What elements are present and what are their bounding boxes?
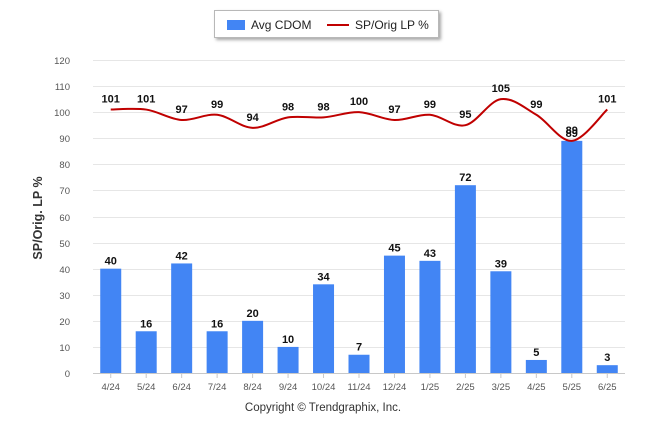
bar	[100, 268, 122, 373]
line-value-label: 98	[317, 101, 329, 113]
y-axis-ticks: 0 10 20 30 40 50 60 70 80 90 100 110 120	[54, 56, 70, 380]
bar	[313, 284, 335, 373]
line-value-label: 101	[137, 94, 155, 106]
bar	[561, 140, 583, 373]
bar	[490, 271, 512, 373]
bar-value-label: 39	[495, 258, 507, 270]
x-tick-label: 11/24	[347, 382, 370, 393]
copyright-text: Copyright © Trendgraphix, Inc.	[244, 402, 402, 414]
y-tick-label: 20	[59, 317, 70, 328]
line-value-label: 95	[459, 109, 471, 121]
y-tick-label: 100	[54, 108, 70, 119]
x-tick-label: 1/25	[421, 382, 440, 393]
legend-item-line[interactable]: SP/Orig LP %	[327, 18, 429, 32]
bar-value-label: 3	[604, 352, 610, 364]
bar-value-label: 43	[424, 248, 436, 260]
x-tick-label: 6/25	[598, 382, 617, 393]
y-tick-label: 30	[59, 291, 70, 302]
x-tick-label: 10/24	[312, 382, 336, 393]
legend: Avg CDOM SP/Orig LP %	[214, 10, 439, 38]
line-value-label: 101	[598, 94, 616, 106]
x-tick-label: 5/24	[137, 382, 156, 393]
y-tick-label: 90	[59, 134, 70, 145]
line-value-label: 99	[424, 99, 436, 111]
line-value-label: 98	[282, 101, 294, 113]
bar	[383, 255, 405, 373]
x-tick-label: 9/24	[279, 382, 298, 393]
x-tick-label: 12/24	[383, 382, 407, 393]
bar	[171, 263, 193, 373]
bar-value-label: 7	[356, 342, 362, 354]
bar-value-label: 42	[176, 250, 188, 262]
line-value-label: 99	[530, 99, 542, 111]
y-tick-label: 50	[59, 239, 70, 250]
x-axis: 4/24 5/24 6/24 7/24 8/24 9/24 10/24 11/24 12/24 1…	[101, 373, 617, 393]
line-path	[110, 98, 608, 142]
x-tick-label: 5/25	[563, 382, 582, 393]
bar	[242, 320, 264, 373]
legend-line-swatch	[327, 24, 349, 26]
y-axis-title: SP/Orig. LP %	[31, 176, 45, 260]
line-series	[110, 98, 608, 142]
bar-value-label: 20	[246, 308, 258, 320]
x-tick-label: 4/25	[527, 382, 546, 393]
bar	[454, 185, 476, 373]
x-tick-label: 7/24	[208, 382, 227, 393]
bar-value-label: 16	[140, 318, 152, 330]
bar-value-label: 89	[566, 128, 578, 140]
x-tick-label: 8/24	[243, 382, 262, 393]
bar-series	[100, 140, 618, 373]
y-tick-label: 80	[59, 160, 70, 171]
bar	[419, 260, 441, 373]
bar-value-label: 45	[388, 243, 400, 255]
line-value-label: 89	[566, 125, 578, 137]
x-tick-label: 2/25	[456, 382, 475, 393]
bar	[206, 331, 228, 373]
y-tick-label: 120	[54, 56, 70, 67]
bar	[348, 354, 370, 373]
line-value-label: 105	[492, 83, 510, 95]
line-value-label: 101	[102, 94, 120, 106]
bar-value-label: 40	[105, 256, 117, 268]
x-tick-label: 3/25	[492, 382, 511, 393]
x-tick-label: 4/24	[101, 382, 120, 393]
legend-label-bars: Avg CDOM	[251, 18, 312, 32]
y-tick-label: 0	[65, 369, 70, 380]
bar-value-label: 72	[459, 172, 471, 184]
bar	[135, 331, 157, 373]
line-value-label: 97	[176, 104, 188, 116]
bar-value-label: 5	[533, 347, 539, 359]
legend-bar-swatch	[227, 20, 245, 30]
legend-item-bars[interactable]: Avg CDOM	[227, 18, 311, 32]
line-value-label: 100	[350, 96, 368, 108]
bar	[277, 346, 299, 373]
y-tick-label: 70	[59, 186, 70, 197]
legend-label-line: SP/Orig LP %	[355, 18, 429, 32]
line-value-label: 94	[246, 112, 259, 124]
data-labels: 40 16 42 16 20 10 34 7 45 43 72 39 5 89 3 101 101 97 99 94 9…	[102, 83, 617, 364]
bar-value-label: 34	[317, 271, 330, 283]
y-tick-label: 60	[59, 213, 70, 224]
bar	[525, 359, 547, 373]
line-value-label: 97	[388, 104, 400, 116]
y-tick-label: 40	[59, 265, 70, 276]
bar-value-label: 10	[282, 334, 294, 346]
y-tick-label: 110	[55, 82, 70, 93]
x-tick-label: 6/24	[172, 382, 191, 393]
bar-value-label: 16	[211, 318, 223, 330]
bar	[596, 365, 618, 373]
line-value-label: 99	[211, 99, 223, 111]
y-tick-label: 10	[59, 343, 70, 354]
